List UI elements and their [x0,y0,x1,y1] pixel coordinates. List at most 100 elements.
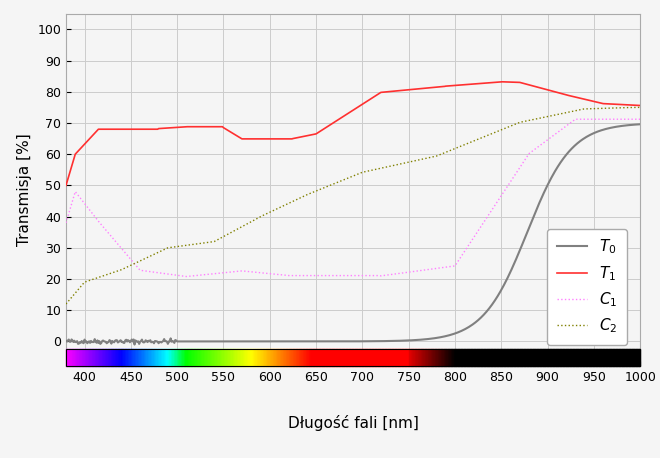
Bar [255,349,257,366]
Bar [296,349,297,366]
Bar [521,349,523,366]
$T_1$ [636,103,644,108]
Bar [89,349,90,366]
Bar [560,349,561,366]
Bar [172,349,174,366]
Bar [350,349,352,366]
Bar [442,349,444,366]
Bar [550,349,551,366]
Bar [426,349,428,366]
$C_1$ [436,265,444,271]
Bar [243,349,244,366]
Bar [227,349,228,366]
Bar [554,349,556,366]
Bar [396,349,397,366]
Bar [446,349,448,366]
Bar [389,349,391,366]
Line: $T_0$: $T_0$ [66,124,640,344]
Bar [484,349,485,366]
Bar [519,349,521,366]
Bar [409,349,411,366]
Bar [401,349,402,366]
Bar [141,349,142,366]
Bar [327,349,329,366]
Bar [620,349,622,366]
Bar [145,349,147,366]
Bar [139,349,141,366]
Bar [319,349,320,366]
Bar [578,349,580,366]
Bar [523,349,524,366]
$T_1$ [390,88,398,94]
Bar [86,349,88,366]
Bar [500,349,501,366]
Bar [386,349,387,366]
Bar [402,349,403,366]
Bar [128,349,129,366]
Bar [457,349,458,366]
Bar [317,349,319,366]
Bar [618,349,620,366]
Bar [81,349,82,366]
Bar [639,349,640,366]
Bar [282,349,284,366]
Bar [309,349,310,366]
Bar [129,349,131,366]
Bar [159,349,161,366]
Bar [596,349,597,366]
Bar [90,349,92,366]
Bar [463,349,465,366]
Bar [512,349,514,366]
Bar [541,349,543,366]
Bar [441,349,442,366]
Bar [210,349,211,366]
Bar [121,349,122,366]
Bar [438,349,439,366]
Bar [67,349,69,366]
Bar [110,349,112,366]
Bar [570,349,572,366]
Bar [461,349,462,366]
Bar [425,349,426,366]
$T_0$ [636,121,644,127]
Bar [630,349,632,366]
Bar [544,349,545,366]
Bar [277,349,279,366]
Bar [477,349,478,366]
Bar [380,349,381,366]
Bar [143,349,145,366]
Bar [372,349,373,366]
$C_1$ [62,220,70,226]
Bar [448,349,449,366]
Bar [462,349,463,366]
Bar [333,349,335,366]
Bar [587,349,589,366]
Bar [72,349,73,366]
Bar [543,349,544,366]
Bar [514,349,515,366]
Bar [315,349,317,366]
Bar [142,349,143,366]
Bar [629,349,630,366]
Bar [149,349,150,366]
Bar [381,349,383,366]
Bar [112,349,114,366]
Bar [370,349,372,366]
Bar [279,349,280,366]
Bar [551,349,552,366]
$T_0$ [131,342,139,347]
Bar [96,349,98,366]
Bar [297,349,298,366]
Bar [566,349,567,366]
Bar [73,349,75,366]
Bar [100,349,102,366]
Bar [468,349,469,366]
Bar [403,349,405,366]
Bar [564,349,566,366]
Bar [195,349,197,366]
Bar [634,349,636,366]
Bar [99,349,100,366]
Bar [88,349,89,366]
$T_1$ [360,100,368,106]
Bar [347,349,348,366]
